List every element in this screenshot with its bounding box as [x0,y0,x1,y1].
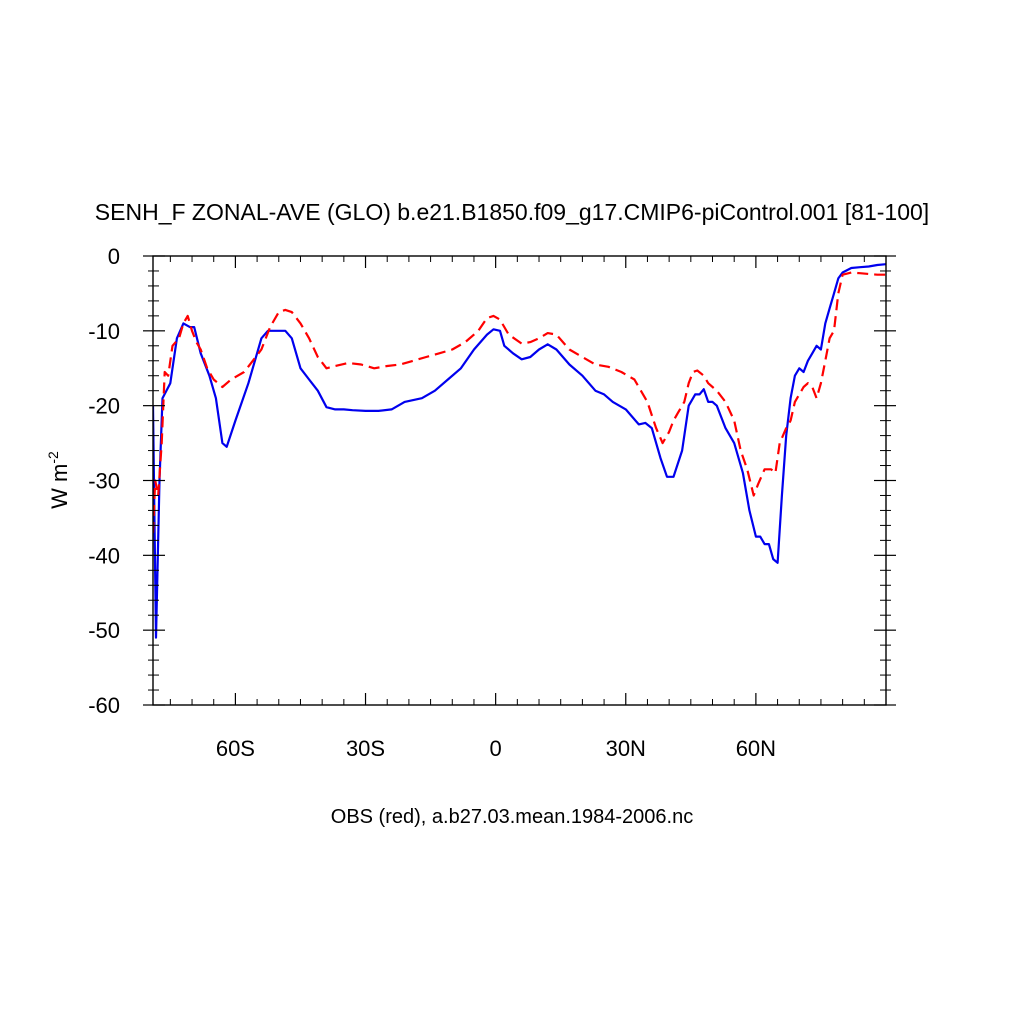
x-tick-label: 60S [216,736,255,761]
y-axis-label-exponent: -2 [45,451,61,464]
x-tick-label: 60N [736,736,776,761]
series-line-0 [153,263,886,639]
x-tick-label: 30N [606,736,646,761]
y-tick-label: -10 [88,319,120,344]
y-axis-label-main: W m [47,464,72,509]
y-tick-labels: 0 -10 -20 -30 -40 -50 -60 [88,244,120,718]
series-layer [153,263,886,639]
y-tick-label: -50 [88,618,120,643]
y-tick-label: 0 [108,244,120,269]
y-tick-label: -40 [88,543,120,568]
y-tick-label: -20 [88,394,120,419]
major-ticks [143,255,896,706]
x-axis-label: OBS (red), a.b27.03.mean.1984-2006.nc [331,806,693,828]
x-tick-label: 0 [490,736,502,761]
series-line-1 [153,271,886,533]
minor-ticks [148,256,891,705]
x-tick-labels: 60S 30S 0 30N 60N [216,736,776,761]
x-tick-label: 30S [346,736,385,761]
chart-title: SENH_F ZONAL-AVE (GLO) b.e21.B1850.f09_g… [95,199,929,225]
y-axis-label: W m-2 [45,451,72,509]
plot-area: 60S 30S 0 30N 60N 0 -10 -20 -30 -40 -50 -60 [88,244,896,761]
y-tick-label: -60 [88,693,120,718]
y-tick-label: -30 [88,469,120,494]
